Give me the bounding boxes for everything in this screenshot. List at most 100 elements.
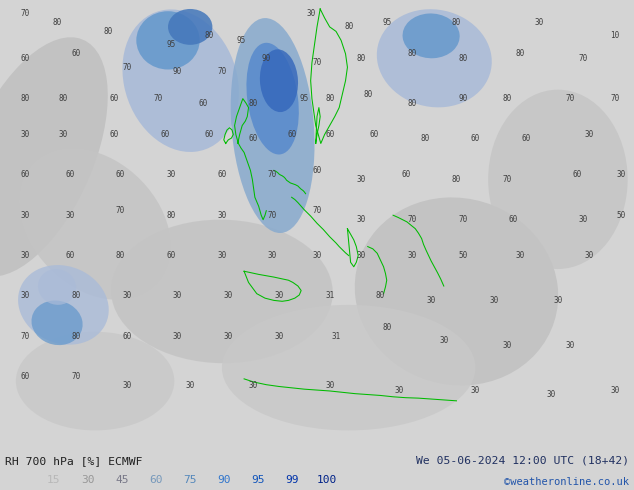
Ellipse shape [111,220,333,363]
Text: 30: 30 [534,18,543,27]
Text: 80: 80 [167,211,176,220]
Ellipse shape [222,305,476,430]
Text: 30: 30 [224,292,233,300]
Text: 30: 30 [173,332,182,341]
Text: 60: 60 [471,134,480,144]
Text: 80: 80 [357,54,366,63]
Ellipse shape [168,9,212,45]
Text: 50: 50 [617,211,626,220]
Text: 60: 60 [325,130,334,139]
Text: 30: 30 [585,130,594,139]
Text: 30: 30 [427,296,436,305]
Text: 30: 30 [21,130,30,139]
Text: 70: 70 [116,206,125,215]
Text: 80: 80 [344,23,353,31]
Ellipse shape [32,300,82,345]
Text: 80: 80 [21,94,30,103]
Text: 95: 95 [167,40,176,49]
Text: 80: 80 [408,98,417,108]
Text: 31: 31 [325,292,334,300]
Ellipse shape [403,13,460,58]
Text: 30: 30 [65,211,74,220]
Ellipse shape [377,9,492,107]
Text: 70: 70 [313,206,321,215]
Text: 60: 60 [72,49,81,58]
Text: 30: 30 [357,175,366,184]
Text: 80: 80 [382,323,391,332]
Ellipse shape [0,37,108,276]
Text: 60: 60 [249,134,258,144]
Text: 31: 31 [332,332,340,341]
Text: 60: 60 [509,215,518,224]
Text: 70: 70 [21,9,30,18]
Text: 70: 70 [21,332,30,341]
Text: 70: 70 [503,175,512,184]
Text: 80: 80 [325,94,334,103]
Text: 60: 60 [21,372,30,381]
Text: 60: 60 [370,130,378,139]
Text: 60: 60 [110,130,119,139]
Text: 70: 70 [217,67,226,76]
Text: 80: 80 [103,27,112,36]
Text: 30: 30 [21,251,30,260]
Text: 30: 30 [471,386,480,394]
Text: 30: 30 [275,332,283,341]
Ellipse shape [355,197,558,386]
Text: 60: 60 [401,171,410,179]
Text: 80: 80 [452,175,461,184]
Text: 80: 80 [458,54,467,63]
Text: We 05-06-2024 12:00 UTC (18+42): We 05-06-2024 12:00 UTC (18+42) [416,456,629,466]
Ellipse shape [136,11,200,70]
Text: 70: 70 [579,54,588,63]
Text: 80: 80 [72,332,81,341]
Text: 50: 50 [458,251,467,260]
Text: 60: 60 [573,171,581,179]
Text: 80: 80 [452,18,461,27]
Text: 80: 80 [420,134,429,144]
Text: 80: 80 [249,98,258,108]
Text: 10: 10 [611,31,619,40]
Ellipse shape [16,332,174,430]
Text: 80: 80 [363,90,372,98]
Text: 70: 70 [154,94,163,103]
Text: 30: 30 [325,381,334,390]
Text: 100: 100 [316,475,337,485]
Text: 30: 30 [275,292,283,300]
Text: 70: 70 [122,63,131,72]
Text: ©weatheronline.co.uk: ©weatheronline.co.uk [504,477,629,487]
Text: 90: 90 [173,67,182,76]
Text: 30: 30 [224,332,233,341]
Text: 30: 30 [617,171,626,179]
Text: 15: 15 [47,475,61,485]
Ellipse shape [231,18,314,233]
Text: 60: 60 [198,98,207,108]
Text: 90: 90 [262,54,271,63]
Text: 60: 60 [160,130,169,139]
Text: 70: 70 [611,94,619,103]
Text: 30: 30 [490,296,499,305]
Text: 30: 30 [515,251,524,260]
Text: RH 700 hPa [%] ECMWF: RH 700 hPa [%] ECMWF [5,456,143,466]
Text: 80: 80 [116,251,125,260]
Text: 90: 90 [458,94,467,103]
Text: 60: 60 [65,171,74,179]
Text: 60: 60 [21,171,30,179]
Text: 95: 95 [236,36,245,45]
Text: 30: 30 [217,211,226,220]
Text: 30: 30 [547,390,556,399]
Text: 45: 45 [115,475,129,485]
Text: 30: 30 [173,292,182,300]
Text: 60: 60 [21,54,30,63]
Text: 30: 30 [306,9,315,18]
Text: 80: 80 [515,49,524,58]
Ellipse shape [488,90,628,269]
Text: 60: 60 [150,475,163,485]
Text: 30: 30 [167,171,176,179]
Ellipse shape [122,9,239,152]
Text: 30: 30 [357,251,366,260]
Text: 30: 30 [81,475,94,485]
Text: 30: 30 [21,211,30,220]
Text: 60: 60 [110,94,119,103]
Text: 75: 75 [183,475,197,485]
Text: 30: 30 [439,336,448,345]
